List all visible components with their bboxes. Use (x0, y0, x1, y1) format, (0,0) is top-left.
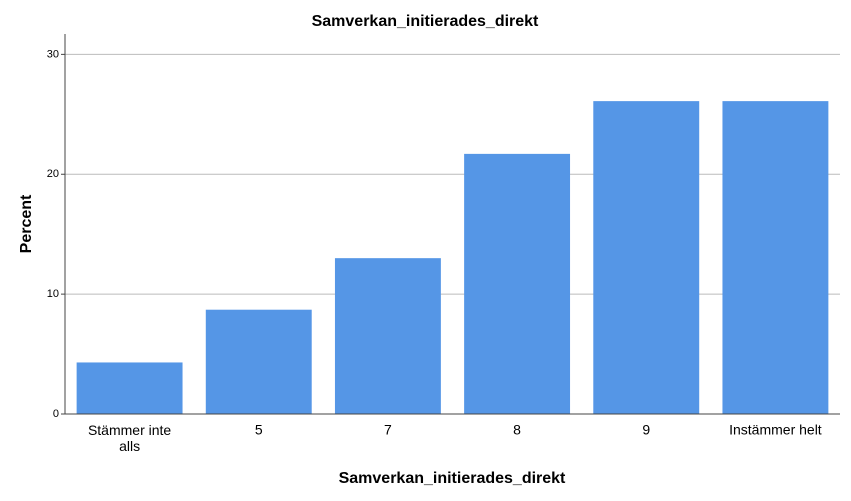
bar (76, 362, 183, 414)
y-tick-label: 20 (47, 168, 59, 180)
x-tick-label: Instämmer helt (729, 422, 822, 438)
bar (334, 258, 441, 414)
y-tick-label: 0 (53, 408, 59, 420)
x-tick-label: Stämmer inte alls (88, 422, 171, 454)
y-axis-title: Percent (18, 194, 35, 253)
chart-title: Samverkan_initierades_direkt (312, 13, 539, 30)
x-tick-label: 9 (642, 422, 650, 438)
bar (464, 153, 571, 414)
x-tick-label: 7 (384, 422, 392, 438)
x-axis-title: Samverkan_initierades_direkt (339, 470, 566, 487)
bar (593, 101, 700, 415)
bar (205, 309, 312, 414)
x-tick-label: 8 (513, 422, 521, 438)
bar (722, 101, 829, 415)
y-tick-label: 10 (47, 288, 59, 300)
y-tick-label: 30 (47, 48, 59, 60)
x-tick-label: 5 (255, 422, 263, 438)
